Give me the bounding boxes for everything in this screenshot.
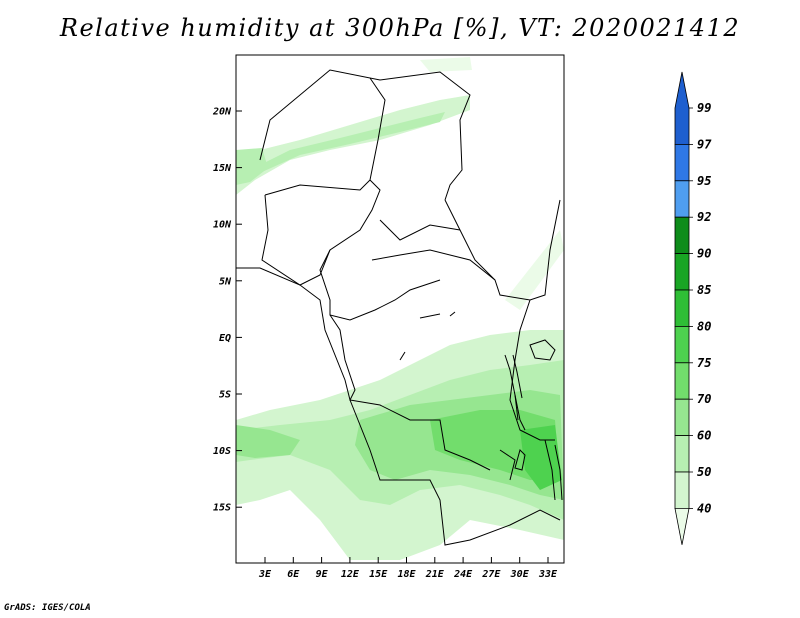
border-cameroon	[319, 249, 441, 321]
humidity-area-east-core	[520, 425, 562, 490]
lon-tick-label: 9E	[316, 569, 329, 580]
colorbar-label: 97	[697, 137, 712, 151]
colorbar-segment	[674, 398, 690, 437]
lat-tick-label: 20N	[212, 107, 232, 118]
lon-tick-label: 30E	[510, 569, 530, 580]
longitude-axis: 3E 6E 9E 12E 15E 18E 21E 24E 27E 30E 33E	[258, 557, 558, 580]
border-drc-east	[509, 299, 555, 441]
lon-tick-label: 18E	[397, 569, 416, 580]
humidity-area-top-patch	[420, 57, 472, 72]
colorbar-label: 95	[697, 174, 711, 188]
lat-tick-label: 10S	[213, 446, 231, 457]
colorbar-segment	[674, 289, 690, 327]
colorbar-label: 85	[697, 283, 711, 297]
colorbar: 99 97 95 92 90 85 80 75 70 60 50 40	[674, 71, 712, 545]
lat-tick-label: 5S	[219, 390, 231, 401]
border-lakes	[499, 394, 556, 501]
map-frame	[235, 54, 565, 564]
lat-tick-label: 15N	[213, 163, 232, 174]
humidity-area-east-streak	[505, 230, 564, 310]
border-central-west	[261, 179, 381, 286]
lon-tick-label: 27E	[481, 569, 501, 580]
credit-label: GrADS: IGES/COLA	[4, 603, 91, 613]
latitude-axis: 20N 15N 10N 5N EQ 5S 10S 15S	[212, 107, 242, 514]
border-coast	[235, 267, 351, 401]
colorbar-segment-bottom	[674, 507, 690, 545]
colorbar-label: 92	[697, 210, 711, 224]
humidity-area-nw-patch	[236, 148, 268, 185]
lat-tick-label: 10N	[213, 220, 232, 231]
colorbar-label: 70	[697, 392, 711, 406]
colorbar-label: 99	[697, 101, 711, 115]
colorbar-label: 80	[697, 319, 711, 333]
colorbar-segment	[674, 143, 690, 182]
colorbar-segment	[674, 325, 690, 364]
lat-tick-label: EQ	[219, 333, 231, 344]
colorbar-label: 90	[697, 247, 711, 261]
humidity-area-west-blob	[236, 425, 300, 458]
border-chad-sudan	[444, 199, 561, 301]
colorbar-segment	[674, 216, 690, 254]
lat-tick-label: 15S	[213, 503, 231, 514]
colorbar-label: 75	[697, 356, 711, 370]
colorbar-label: 60	[697, 429, 711, 443]
lon-tick-label: 24E	[453, 569, 473, 580]
lon-tick-label: 12E	[341, 569, 360, 580]
colorbar-label: 40	[697, 501, 711, 515]
humidity-area-north-band	[236, 95, 470, 195]
lon-tick-label: 3E	[258, 569, 272, 580]
colorbar-segment	[674, 253, 690, 291]
colorbar-segment	[674, 180, 690, 218]
lake-small-1	[399, 311, 456, 361]
border-congo	[329, 314, 491, 471]
lon-tick-label: 6E	[287, 569, 300, 580]
humidity-shading	[236, 57, 564, 560]
lon-tick-label: 15E	[369, 569, 388, 580]
colorbar-segment	[674, 471, 690, 509]
border-central-east	[371, 219, 496, 281]
lake-malawi	[514, 444, 563, 501]
lon-tick-label: 21E	[425, 569, 445, 580]
border-north-upper	[259, 69, 471, 201]
lon-tick-label: 33E	[538, 569, 558, 580]
humidity-area-north-core	[250, 112, 445, 172]
country-borders	[235, 69, 563, 546]
lake-victoria	[529, 339, 556, 361]
colorbar-segment	[674, 435, 690, 473]
lat-tick-label: 5N	[219, 276, 232, 287]
colorbar-segment	[674, 362, 690, 400]
colorbar-segment-top	[674, 71, 690, 145]
border-south	[349, 399, 561, 546]
lake-tanganyika	[504, 354, 523, 421]
chart-title: Relative humidity at 300hPa [%], VT: 202…	[59, 14, 741, 42]
colorbar-label: 50	[697, 465, 711, 479]
